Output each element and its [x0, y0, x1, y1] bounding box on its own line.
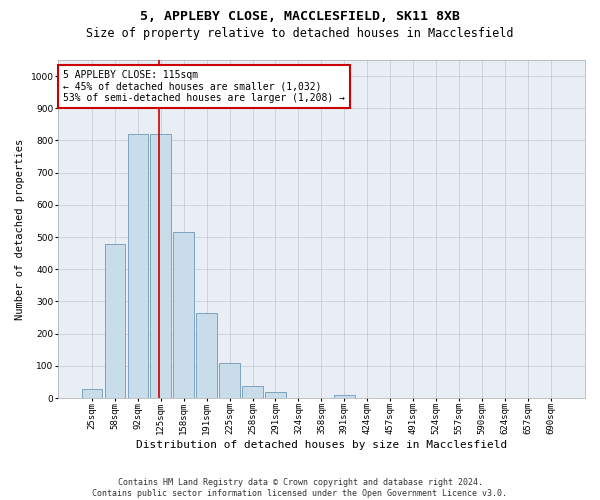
Bar	[265, 392, 286, 398]
Bar	[173, 232, 194, 398]
Text: Contains HM Land Registry data © Crown copyright and database right 2024.
Contai: Contains HM Land Registry data © Crown c…	[92, 478, 508, 498]
Bar	[104, 244, 125, 398]
Bar	[334, 395, 355, 398]
Bar	[219, 362, 240, 398]
Text: 5, APPLEBY CLOSE, MACCLESFIELD, SK11 8XB: 5, APPLEBY CLOSE, MACCLESFIELD, SK11 8XB	[140, 10, 460, 23]
Bar	[128, 134, 148, 398]
Text: Size of property relative to detached houses in Macclesfield: Size of property relative to detached ho…	[86, 28, 514, 40]
Bar	[82, 389, 103, 398]
Y-axis label: Number of detached properties: Number of detached properties	[15, 138, 25, 320]
Bar	[242, 386, 263, 398]
Bar	[151, 134, 171, 398]
Bar	[196, 312, 217, 398]
Text: 5 APPLEBY CLOSE: 115sqm
← 45% of detached houses are smaller (1,032)
53% of semi: 5 APPLEBY CLOSE: 115sqm ← 45% of detache…	[63, 70, 345, 103]
X-axis label: Distribution of detached houses by size in Macclesfield: Distribution of detached houses by size …	[136, 440, 507, 450]
